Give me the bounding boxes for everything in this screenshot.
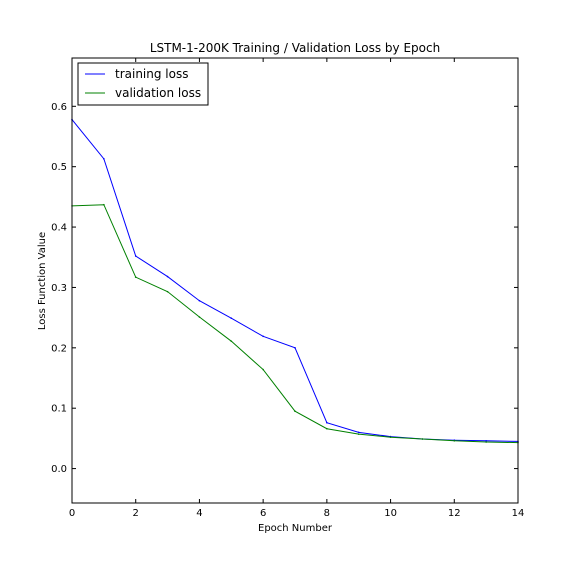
x-tick-label: 14: [512, 508, 525, 519]
y-tick-label: 0.3: [51, 283, 67, 294]
data-point: [358, 433, 360, 435]
data-point: [103, 204, 105, 206]
y-tick-label: 0.6: [51, 102, 67, 113]
data-point: [453, 440, 455, 442]
y-axis-label: Loss Function Value: [37, 232, 48, 330]
data-point: [485, 441, 487, 443]
data-point: [230, 317, 232, 319]
data-point: [199, 316, 201, 318]
data-point: [294, 410, 296, 412]
data-point: [358, 432, 360, 434]
data-point: [135, 255, 137, 257]
chart-title: LSTM-1-200K Training / Validation Loss b…: [150, 41, 440, 55]
legend-label: training loss: [115, 67, 188, 81]
data-point: [422, 438, 424, 440]
x-tick-label: 0: [69, 508, 75, 519]
x-tick-label: 6: [260, 508, 266, 519]
data-point: [294, 347, 296, 349]
y-tick-label: 0.4: [51, 223, 67, 234]
data-point: [262, 336, 264, 338]
y-tick-label: 0.2: [51, 343, 67, 354]
data-point: [167, 291, 169, 293]
x-tick-label: 10: [384, 508, 397, 519]
data-point: [167, 276, 169, 278]
x-tick-label: 12: [448, 508, 461, 519]
x-axis-label: Epoch Number: [258, 523, 333, 534]
x-tick-label: 2: [133, 508, 139, 519]
data-point: [103, 158, 105, 160]
y-tick-label: 0.0: [51, 464, 67, 475]
legend: training loss validation loss: [78, 63, 208, 105]
y-tick-label: 0.1: [51, 404, 67, 415]
data-point: [326, 422, 328, 424]
data-point: [230, 340, 232, 342]
data-point: [326, 428, 328, 430]
x-tick-label: 4: [196, 508, 202, 519]
data-point: [262, 369, 264, 371]
y-tick-label: 0.5: [51, 162, 67, 173]
data-point: [135, 276, 137, 278]
data-point: [390, 436, 392, 438]
x-tick-label: 8: [324, 508, 330, 519]
data-point: [199, 300, 201, 302]
legend-label: validation loss: [115, 86, 201, 100]
